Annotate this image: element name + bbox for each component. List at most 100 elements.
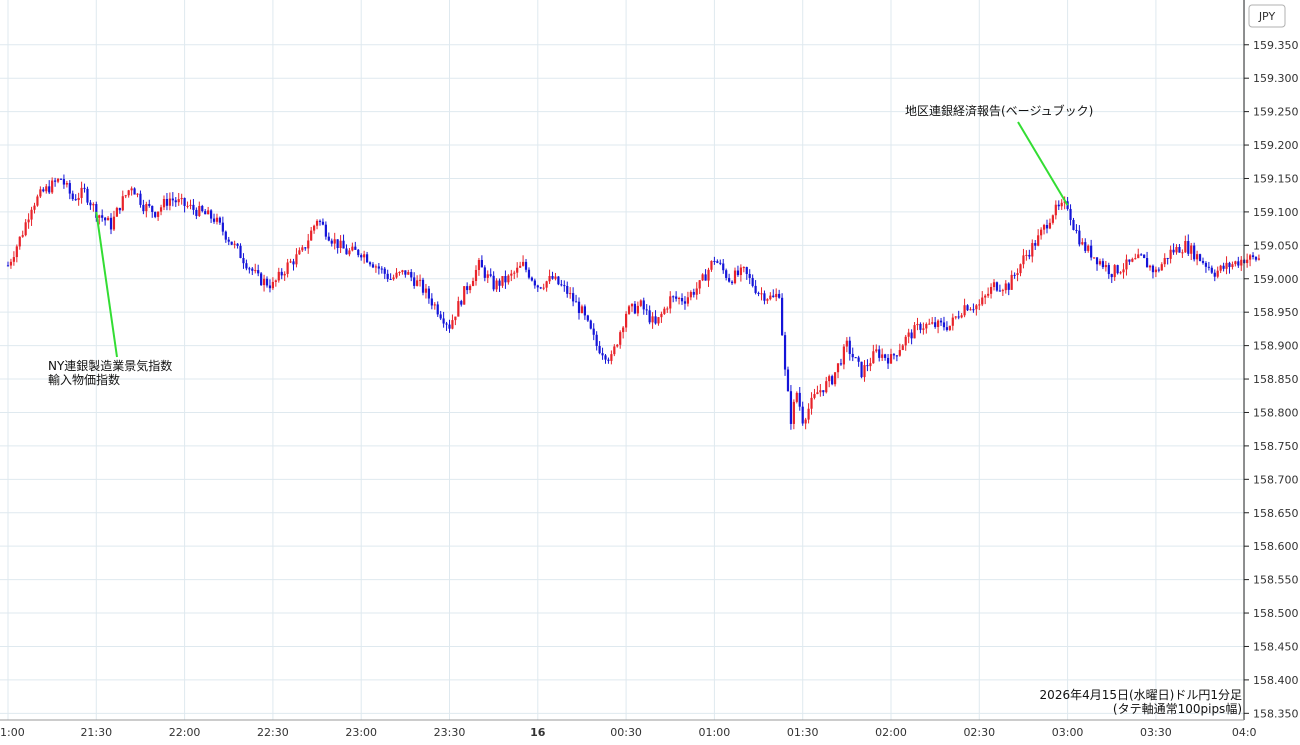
candle	[984, 294, 987, 305]
candle	[171, 192, 174, 207]
candle	[819, 384, 822, 397]
candle	[186, 201, 189, 209]
candle	[913, 322, 916, 339]
candle	[142, 199, 145, 215]
candle	[501, 276, 504, 288]
candle	[469, 284, 472, 294]
candle	[730, 280, 734, 285]
candle	[165, 192, 169, 211]
unit-box: JPY	[1248, 4, 1286, 28]
candle	[866, 359, 869, 372]
candle	[277, 267, 280, 283]
candle	[663, 306, 666, 315]
candle	[557, 276, 560, 286]
candle	[1213, 269, 1216, 282]
candle	[892, 353, 896, 360]
candle	[875, 344, 878, 353]
candle	[572, 287, 575, 307]
candle	[548, 269, 551, 285]
candle	[507, 274, 510, 285]
candle	[1028, 249, 1031, 260]
y-tick-label: 158.400	[1253, 674, 1299, 687]
candle	[112, 210, 116, 231]
candle	[1010, 270, 1013, 290]
candle	[580, 304, 584, 314]
y-tick-label: 159.350	[1253, 39, 1299, 52]
candle	[1045, 219, 1049, 234]
candle	[109, 213, 113, 235]
candle	[554, 272, 557, 281]
x-tick-label: 23:00	[345, 726, 377, 739]
candle	[254, 263, 257, 274]
candle	[627, 304, 631, 315]
candle	[872, 344, 875, 364]
candle	[916, 317, 919, 331]
annotation-line	[95, 211, 118, 358]
candle	[159, 204, 163, 216]
candle	[698, 280, 701, 295]
candle	[1204, 261, 1208, 273]
candle	[757, 291, 760, 297]
candle	[313, 224, 316, 234]
candle	[1016, 268, 1019, 282]
unit-label: JPY	[1258, 10, 1276, 23]
candle	[842, 344, 846, 370]
candle	[942, 316, 946, 331]
candle	[625, 311, 628, 332]
candle	[760, 287, 763, 301]
candle	[1107, 262, 1110, 279]
candle	[1060, 199, 1063, 210]
candle	[310, 226, 313, 241]
candle	[995, 281, 999, 292]
candle	[1042, 223, 1046, 235]
candle	[1040, 227, 1043, 240]
candle	[1178, 244, 1181, 253]
candle	[106, 216, 110, 221]
candle	[636, 301, 639, 317]
x-axis-ticks: 1:00 21:30 22:00 22:30 23:00 23:30 16 00:30 01:0…	[0, 726, 1257, 739]
y-tick-label: 159.200	[1253, 139, 1299, 152]
y-tick-label: 158.350	[1253, 707, 1299, 720]
candle	[77, 192, 80, 206]
candle	[1148, 264, 1152, 271]
candle	[689, 290, 692, 301]
candle	[786, 366, 790, 392]
candle	[869, 357, 872, 372]
candle	[463, 286, 466, 305]
candle	[969, 307, 972, 311]
y-tick-label: 158.650	[1253, 507, 1299, 520]
candle	[1025, 250, 1028, 261]
candle	[516, 262, 519, 278]
candle	[1216, 266, 1219, 279]
candle	[283, 271, 286, 281]
candle	[598, 341, 601, 355]
candle	[224, 230, 227, 243]
candle	[62, 174, 66, 189]
candle	[1251, 252, 1255, 260]
candle	[595, 331, 598, 351]
candle	[1110, 273, 1113, 283]
candle	[56, 177, 60, 184]
candle	[630, 303, 634, 312]
candle	[542, 283, 545, 291]
candle	[825, 376, 828, 394]
candle	[895, 354, 898, 362]
candle	[654, 310, 657, 325]
candle	[118, 207, 121, 214]
candle	[327, 232, 330, 242]
candle	[289, 258, 292, 264]
candle	[486, 270, 489, 284]
y-tick-label: 158.600	[1253, 540, 1299, 553]
annotation-text: 地区連銀経済報告(ベージュブック)	[905, 103, 1093, 118]
candle	[1228, 261, 1231, 274]
candle	[162, 195, 166, 211]
candle	[1004, 280, 1007, 294]
candle	[1069, 204, 1072, 226]
candle	[722, 258, 725, 274]
candle	[951, 313, 954, 331]
candle	[360, 253, 363, 261]
candle	[392, 274, 395, 281]
candle	[177, 192, 180, 206]
x-tick-label: 02:30	[963, 726, 995, 739]
